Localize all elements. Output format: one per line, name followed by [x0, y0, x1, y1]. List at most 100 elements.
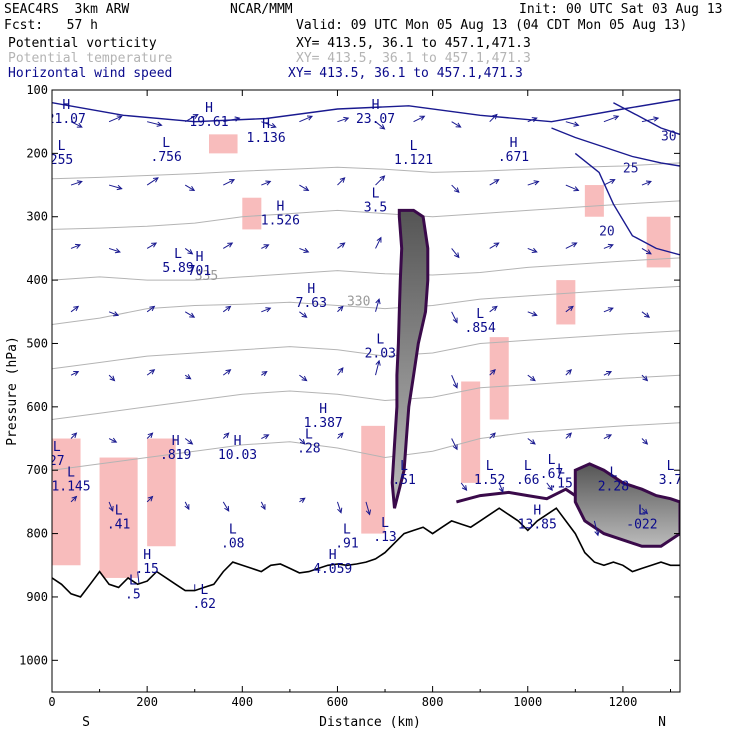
wind-vector	[603, 434, 613, 440]
hl-marker-value: .15	[549, 476, 572, 491]
pv-contour	[390, 208, 430, 509]
hl-marker-type: H	[262, 117, 270, 132]
forecast-hour: Fcst: 57 h	[4, 18, 98, 33]
wind-vector	[222, 305, 232, 313]
hl-marker: H1.526	[261, 199, 300, 228]
wind-vector	[460, 482, 468, 491]
hl-marker-type: L	[486, 459, 494, 474]
wind-vector	[146, 305, 156, 313]
isentrope-line	[52, 162, 680, 180]
hl-marker-value: 1.52	[474, 473, 505, 488]
wind-vector	[489, 242, 500, 249]
y-tick-label: 900	[26, 590, 48, 604]
hl-marker-type: H	[329, 548, 337, 563]
wind-vector	[299, 184, 310, 192]
hl-marker-value: 13.85	[518, 518, 557, 533]
hl-marker-type: H	[372, 98, 380, 113]
wind-vector	[108, 247, 121, 254]
hl-marker: H.819	[160, 434, 191, 463]
wind-vector	[527, 311, 538, 317]
wind-vector	[413, 115, 426, 123]
hl-marker-type: L	[476, 307, 484, 322]
hl-marker: L.15	[549, 462, 572, 491]
wind-vector	[146, 369, 156, 376]
hl-marker-type: H	[307, 282, 315, 297]
wind-vector	[108, 184, 123, 191]
hl-marker-value: .28	[297, 442, 320, 457]
hl-marker-value: .671	[498, 150, 529, 165]
hl-marker-type: H	[196, 250, 204, 265]
wind-vector	[337, 177, 346, 186]
hl-marker: L1.121	[394, 139, 433, 168]
hl-marker-type: L	[200, 583, 208, 598]
wind-vector	[489, 179, 500, 186]
hl-marker-type: H	[510, 136, 518, 151]
y-tick-label: 700	[26, 463, 48, 477]
wind-vector	[222, 432, 230, 439]
wind-vector	[222, 369, 232, 376]
hl-marker: L.28	[297, 428, 320, 457]
wind-speed-label: 20	[599, 225, 615, 240]
hl-marker-value: 1.136	[247, 131, 286, 146]
y-tick-label: 1000	[19, 653, 48, 667]
hl-marker-type: L	[609, 466, 617, 481]
pv-contour	[456, 487, 577, 504]
wind-vector	[603, 115, 620, 123]
wind-vector	[70, 371, 80, 376]
x-axis-label: Distance (km)	[319, 715, 421, 730]
hl-marker: L3.5	[364, 187, 387, 216]
hl-marker-type: L	[557, 462, 565, 477]
hl-marker-value: .51	[392, 473, 415, 488]
hl-marker-value: -022	[626, 518, 657, 533]
wind-vector	[641, 374, 649, 382]
north-label: N	[658, 715, 666, 730]
hl-marker: L.91	[335, 523, 358, 552]
hl-marker-value: 4.059	[313, 562, 352, 577]
isentrope-line	[52, 374, 680, 420]
pink-region	[242, 197, 262, 230]
wind-vector	[603, 371, 613, 376]
legend-xy-theta: XY= 413.5, 36.1 to 457.1,471.3	[296, 51, 531, 66]
wind-vector	[70, 121, 83, 128]
wind-vector	[337, 242, 346, 249]
wind-vector	[451, 311, 458, 324]
hl-marker: H21.07	[52, 98, 86, 127]
valid-time: Valid: 09 UTC Mon 05 Aug 13 (04 CDT Mon …	[296, 18, 688, 33]
wind-vector	[451, 184, 460, 194]
wind-vector	[70, 305, 80, 313]
hl-marker: L.51	[392, 459, 415, 488]
hl-marker-value: 255	[50, 153, 73, 168]
hl-marker-value: .67	[540, 467, 563, 482]
x-tick-label: 1200	[608, 695, 637, 709]
x-tick-label: 400	[231, 695, 253, 709]
wind-vector	[299, 311, 308, 318]
wind-vector	[299, 115, 314, 123]
wind-vector	[603, 179, 616, 186]
hl-marker-type: L	[162, 136, 170, 151]
wind-vector	[260, 501, 266, 511]
hl-marker-type: L	[129, 573, 137, 588]
wind-vector	[546, 482, 553, 491]
pv-contour	[573, 462, 680, 548]
wind-vector	[108, 311, 120, 317]
hl-marker: L3.7	[659, 459, 680, 488]
wind-vector	[527, 438, 536, 445]
wind-vector	[223, 242, 234, 249]
y-tick-label: 600	[26, 400, 48, 414]
hl-marker-type: H	[205, 101, 213, 116]
wind-vector	[261, 307, 272, 313]
hl-marker-value: .854	[465, 321, 496, 336]
wind-vector	[565, 432, 572, 439]
wind-vector	[184, 184, 196, 192]
hl-marker-type: L	[400, 459, 408, 474]
hl-marker: L1.145	[52, 466, 91, 495]
x-tick-label: 600	[327, 695, 349, 709]
wind-vector	[108, 501, 114, 512]
plot-frame	[51, 89, 681, 693]
wind-vector	[184, 248, 194, 255]
x-tick-label: 200	[136, 695, 158, 709]
hl-marker-type: L	[67, 466, 75, 481]
hl-marker-value: .756	[151, 150, 182, 165]
hl-marker-value: 7.63	[296, 296, 327, 311]
